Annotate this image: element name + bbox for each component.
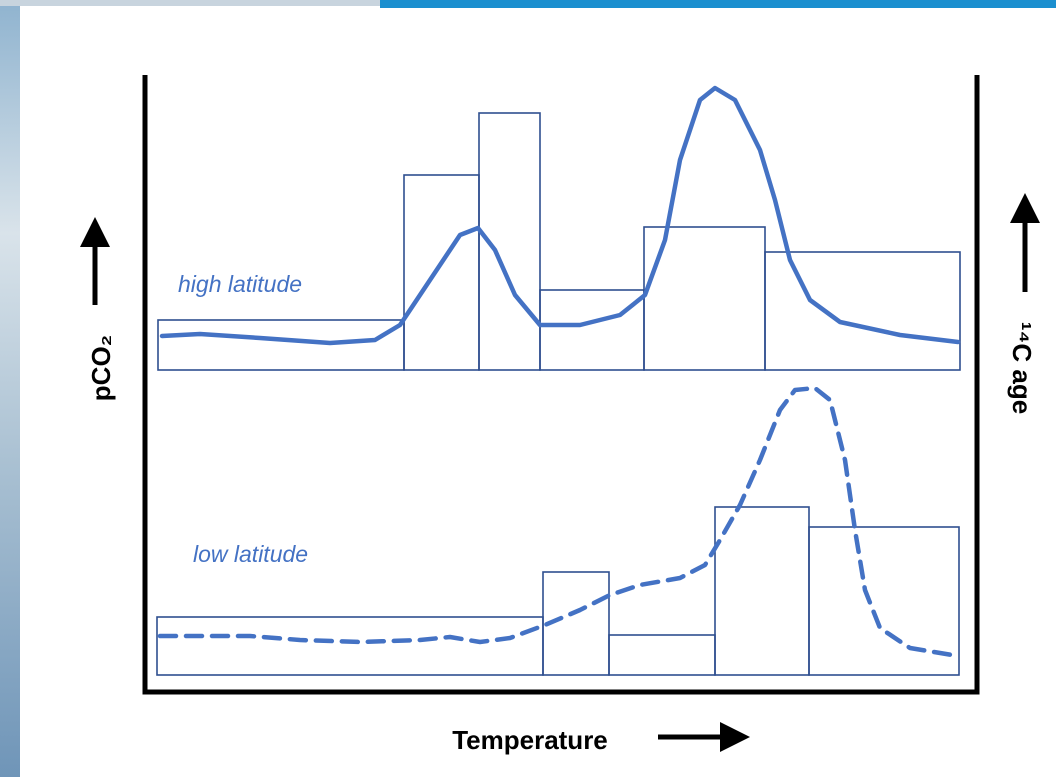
high-boxes (157, 112, 961, 371)
box (608, 634, 716, 676)
frame (142, 75, 980, 695)
high-label: high latitude (178, 271, 302, 297)
low-curve (157, 385, 961, 659)
box (156, 616, 544, 676)
high-curve (159, 85, 961, 346)
box (157, 319, 405, 371)
header-bar (380, 0, 1056, 8)
left-axis-label: pCO₂ (86, 335, 116, 401)
right-axis-label: ¹⁴C age (1007, 322, 1037, 414)
photo-strip-top (0, 0, 380, 6)
box (403, 174, 480, 371)
low-boxes (156, 506, 960, 676)
box (539, 289, 645, 371)
box (542, 571, 610, 676)
low-label: low latitude (193, 541, 308, 567)
box (714, 506, 810, 676)
box (478, 112, 541, 371)
box (764, 251, 961, 371)
bottom-axis-label: Temperature (452, 725, 608, 755)
box (808, 526, 960, 676)
photo-strip (0, 0, 20, 777)
